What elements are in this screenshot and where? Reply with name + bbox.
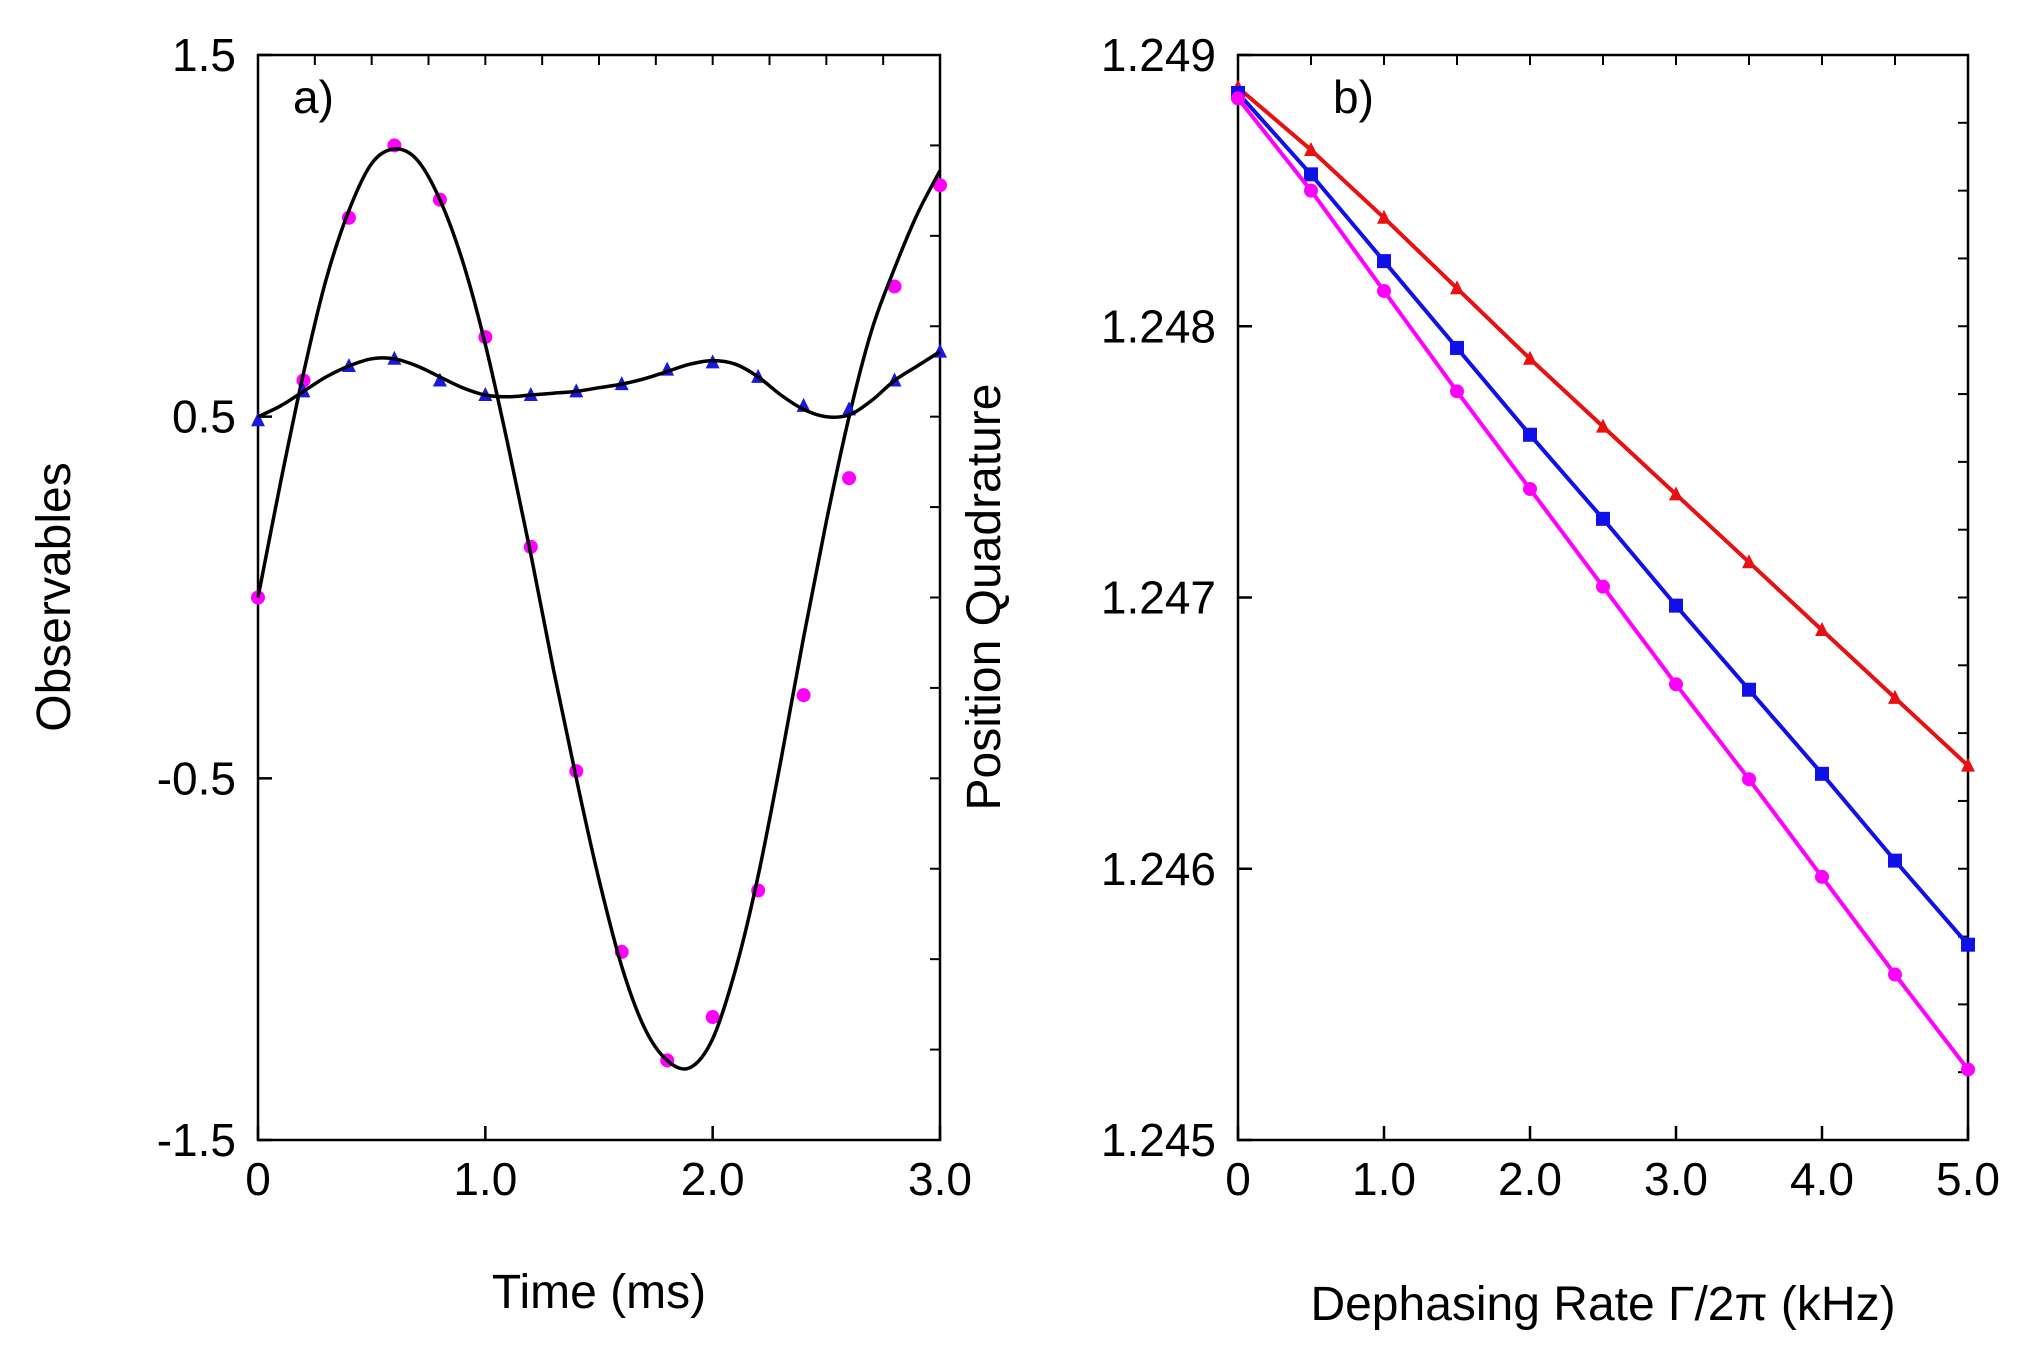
panel-a-x-tick-label: 1.0	[453, 1153, 517, 1205]
panel-b-series-circles-point	[1377, 283, 1391, 298]
panel-b-series-circles-point	[1450, 384, 1464, 399]
panel-a-y-tick-label: -0.5	[157, 752, 236, 804]
panel-b-series-squares-point	[1304, 167, 1318, 182]
panel-b-series-squares-point	[1523, 427, 1537, 442]
panel-b-series-triangles-point	[1523, 350, 1537, 365]
panel-a-series-oscillating-observable-curve--line	[256, 147, 942, 1071]
panel-b-series-circles-point	[1888, 967, 1902, 982]
panel-b-series-triangles-point	[1304, 141, 1318, 156]
panel-b-series-squares-point	[1742, 682, 1756, 697]
panel-b-series-triangles-point	[1596, 418, 1610, 433]
panel-b-label: b)	[1333, 71, 1374, 123]
panel-a-series-oscillating-observable-markers--point	[842, 471, 857, 486]
panel-b-series-circles-point	[1523, 482, 1537, 496]
panel-b-series-circles-point	[1231, 91, 1245, 106]
panel-b-series-circles-point	[1815, 869, 1829, 884]
panel-a-series-oscillating-observable-markers--point	[796, 688, 811, 703]
panel-b-y-axis-title: Position Quadrature	[958, 384, 1011, 811]
panel-b-series-triangles-point	[1450, 280, 1464, 295]
panel-a-series-oscillating-observable-markers--point	[887, 279, 902, 294]
panel-a-series	[251, 138, 947, 1071]
panel-b-series-triangles-point	[1815, 622, 1829, 637]
panel-b-series-squares-point	[1888, 853, 1902, 868]
panel-b-x-tick-label: 2.0	[1498, 1153, 1562, 1205]
panel-b-series-triangles-point	[1961, 757, 1975, 772]
panel-b-series-triangles-point	[1377, 209, 1391, 224]
panel-b-x-tick-label: 5.0	[1936, 1153, 2000, 1205]
panel-b-x-tick-label: 0	[1225, 1153, 1251, 1205]
panel-a-series-slow-observable-markers--point	[432, 372, 447, 387]
panel-b-series-circles-point	[1742, 772, 1756, 787]
panel-b-series	[1231, 79, 1975, 1077]
panel-b-series-squares-point	[1815, 766, 1829, 781]
panel-b-series-triangles-point	[1742, 554, 1756, 569]
panel-b-x-tick-label: 3.0	[1644, 1153, 1708, 1205]
panel-a-x-tick-label: 3.0	[908, 1153, 972, 1205]
panel-a-series-slow-observable-curve--line	[257, 350, 941, 419]
panel-b-series-squares-point	[1450, 340, 1464, 355]
panel-b-series-squares-point	[1669, 598, 1683, 613]
panel-a-x-tick-label: 0	[245, 1153, 271, 1205]
panel-b-y-tick-label: 1.249	[1101, 29, 1216, 81]
panel-b-y-tick-label: 1.246	[1101, 843, 1216, 895]
panel-b-series-circles-point	[1304, 183, 1318, 198]
panel-b-series-squares-point	[1377, 254, 1391, 269]
panel-b-series-squares-point	[1596, 511, 1610, 526]
panel-a-ticks: 1.5 0.5 -0.5 -1.50 1.0 2.0 3.0	[157, 29, 972, 1205]
panel-a-series-oscillating-observable-markers--point	[705, 1010, 720, 1025]
panel-a-label: a)	[293, 71, 334, 123]
panel-b-x-tick-label: 4.0	[1790, 1153, 1854, 1205]
panel-b-y-tick-label: 1.245	[1101, 1114, 1216, 1166]
panel-a-y-axis-title: Observables	[28, 462, 81, 731]
panel-a-series-oscillating-observable-markers--point	[933, 178, 947, 193]
panel-a: 1.5 0.5 -0.5 -1.50 1.0 2.0 3.0 a) Time (ms) Ob…	[28, 29, 972, 1319]
panel-a-x-axis-title: Time (ms)	[492, 1266, 706, 1319]
panel-a-frame	[256, 53, 942, 1142]
panel-b-series-triangles-point	[1669, 486, 1683, 501]
panel-b-series-circles-point	[1596, 579, 1610, 594]
panel-a-x-tick-label: 2.0	[681, 1153, 745, 1205]
panel-a-y-tick-label: -1.5	[157, 1114, 236, 1166]
panel-b-y-tick-label: 1.248	[1101, 300, 1216, 352]
panel-a-y-tick-label: 0.5	[172, 391, 236, 443]
panel-b-x-tick-label: 1.0	[1352, 1153, 1416, 1205]
panel-b-series-triangles-point	[1888, 689, 1902, 704]
panel-b-series-squares-point	[1961, 937, 1975, 952]
panel-a-series-slow-observable-markers--point	[251, 412, 265, 427]
panel-b-y-tick-label: 1.247	[1101, 572, 1216, 624]
panel-b-series-circles-point	[1669, 677, 1683, 692]
panel-a-y-tick-label: 1.5	[172, 29, 236, 81]
panel-b-x-axis-title: Dephasing Rate Γ/2π (kHz)	[1310, 1278, 1895, 1331]
panel-b-series-circles-point	[1961, 1062, 1975, 1077]
